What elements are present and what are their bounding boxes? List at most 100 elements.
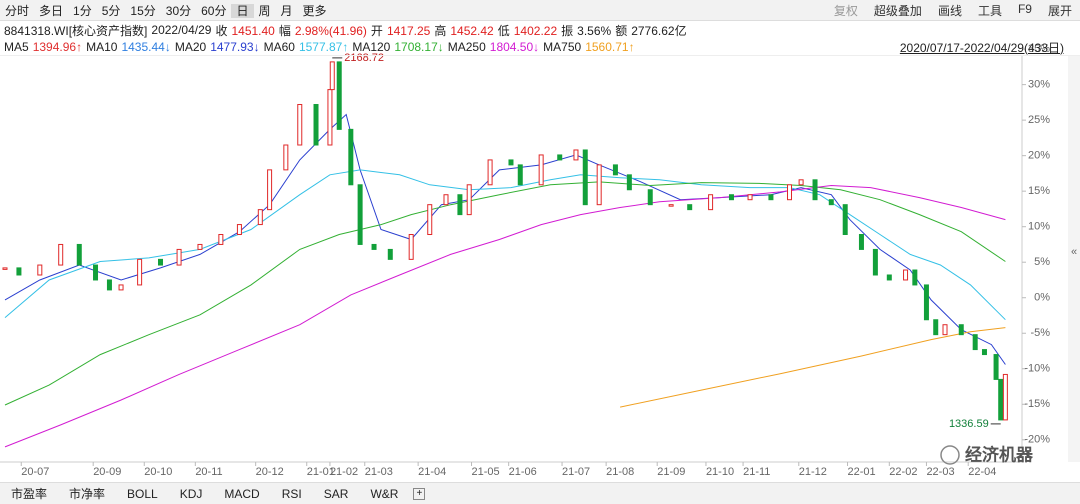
ma-row: MA5 1394.96↑ MA10 1435.44↓ MA20 1477.93↓ MA60 1…	[0, 39, 1080, 56]
code: 8841318.WI[核心资产指数]	[4, 23, 148, 38]
y-tick-label: 25%	[1028, 114, 1050, 126]
period-tab[interactable]: 分时	[5, 3, 30, 18]
candle	[236, 224, 242, 236]
indicator-tab[interactable]: 市盈率	[11, 487, 48, 501]
candle	[912, 269, 918, 286]
collapse-arrow[interactable]: «	[1071, 246, 1077, 258]
candle	[37, 264, 43, 276]
candle	[942, 324, 948, 336]
ma-name: MA750	[543, 40, 582, 54]
tool-button[interactable]: 工具	[977, 3, 1002, 18]
date-range[interactable]: 2020/07/17-2022/04/29(433日)	[899, 40, 1064, 55]
field-value: 2776.62亿	[631, 23, 687, 38]
tool-button[interactable]: 超级叠加	[873, 3, 922, 18]
field-label: 高	[434, 23, 447, 38]
x-tick-label: 22-01	[848, 466, 876, 478]
candle	[176, 248, 182, 266]
date: 2022/04/29	[151, 23, 212, 37]
candle	[137, 258, 143, 286]
tool-button[interactable]: F9	[1017, 1, 1032, 16]
x-tick-label: 21-07	[562, 466, 590, 478]
ma-line	[4, 184, 1006, 448]
y-tick-label: -15%	[1024, 398, 1050, 410]
add-indicator[interactable]: +	[413, 487, 426, 500]
indicator-tabs: 市盈率 市净率 BOLL KDJ MACD RSI SAR W&R	[0, 485, 409, 502]
ma-legend: MA5 1394.96↑ MA10 1435.44↓ MA20 1477.93↓ MA60 1…	[4, 40, 639, 54]
side-strip	[1068, 56, 1080, 462]
candle	[517, 164, 523, 186]
candle	[93, 264, 99, 281]
candle	[626, 174, 632, 191]
indicator-tab[interactable]: KDJ	[179, 487, 203, 501]
tools: 复权 超级叠加 画线 工具 F9 展开	[826, 2, 1080, 19]
period-tab[interactable]: 更多	[302, 3, 327, 18]
candle	[933, 319, 939, 336]
candle	[457, 194, 463, 216]
period-tab[interactable]: 月	[280, 3, 293, 18]
candle	[443, 194, 449, 206]
y-tick-label: -5%	[1030, 327, 1050, 339]
candle	[858, 234, 864, 250]
period-tab[interactable]: 1分	[73, 3, 92, 18]
quote-row: 8841318.WI[核心资产指数] 2022/04/29 收 1451.40 幅 2…	[0, 21, 1080, 39]
candle	[387, 248, 393, 260]
candle	[958, 324, 964, 336]
field-label: 振	[561, 23, 574, 38]
watermark-icon	[940, 445, 960, 465]
ma-value: 1708.17↓	[394, 40, 444, 54]
indicator-tab[interactable]: SAR	[323, 487, 349, 501]
candle	[313, 104, 319, 146]
indicator-tab[interactable]: W&R	[370, 487, 399, 501]
period-tab[interactable]: 日	[231, 3, 254, 18]
candle	[687, 204, 693, 211]
candle	[2, 267, 8, 270]
ma-line	[619, 327, 1006, 408]
candle	[708, 194, 714, 211]
x-tick-label: 20-07	[21, 466, 49, 478]
period-tab[interactable]: 周	[258, 3, 271, 18]
tool-button[interactable]: 复权	[833, 3, 858, 18]
period-tab[interactable]: 60分	[201, 3, 227, 18]
ma-value: 1435.44↓	[121, 40, 171, 54]
candle	[612, 164, 618, 176]
x-tick-label: 21-12	[799, 466, 827, 478]
period-tab[interactable]: 15分	[130, 3, 156, 18]
candle	[998, 378, 1004, 421]
x-tick-label: 21-06	[509, 466, 537, 478]
y-tick-label: 35%	[1028, 43, 1050, 55]
x-tick-label: 21-08	[606, 466, 634, 478]
candle	[348, 128, 354, 186]
candle	[728, 194, 734, 201]
candle	[487, 159, 493, 186]
field-label: 开	[370, 23, 383, 38]
indicator-tab[interactable]: BOLL	[127, 487, 158, 501]
indicator-tab[interactable]: MACD	[224, 487, 260, 501]
candle	[812, 179, 818, 201]
indicator-tab[interactable]: RSI	[281, 487, 302, 501]
x-tick-label: 22-04	[968, 466, 996, 478]
y-tick-label: 0%	[1034, 292, 1050, 304]
candle	[828, 199, 834, 206]
candle	[573, 149, 579, 161]
candle	[329, 61, 335, 91]
field-value: 2.98%(41.96)	[294, 23, 367, 38]
ma-name: MA120	[352, 40, 391, 54]
field-label: 低	[497, 23, 510, 38]
y-tick-label: 15%	[1028, 185, 1050, 197]
field-label: 幅	[278, 23, 291, 38]
candle	[872, 248, 878, 276]
period-tab[interactable]: 5分	[101, 3, 121, 18]
indicator-tab[interactable]: 市净率	[69, 487, 106, 501]
tool-button[interactable]: 画线	[937, 3, 962, 18]
candle	[408, 234, 414, 260]
x-tick-label: 20-09	[93, 466, 121, 478]
candle	[58, 243, 64, 266]
period-tab[interactable]: 30分	[165, 3, 192, 18]
candle	[842, 204, 848, 236]
candle	[993, 354, 999, 380]
fields: 收 1451.40 幅 2.98%(41.96) 开 1417.25 高 1452.42 低 14…	[215, 22, 690, 39]
candle	[582, 149, 588, 206]
tool-button[interactable]: 展开	[1047, 3, 1072, 18]
field-value: 1452.42	[450, 23, 494, 38]
period-tab[interactable]: 多日	[39, 3, 64, 18]
